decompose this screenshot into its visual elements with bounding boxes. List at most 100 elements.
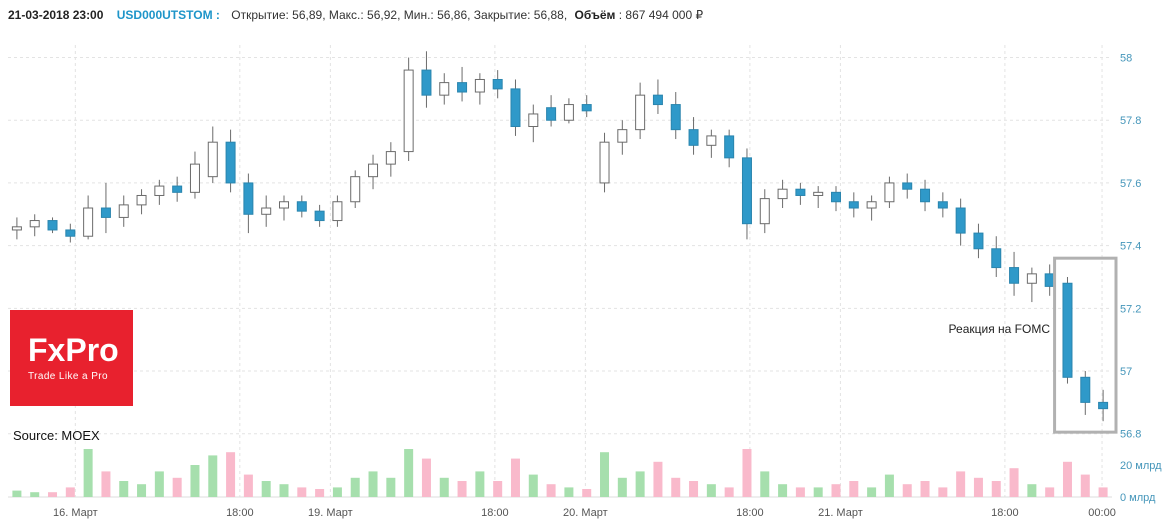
candle xyxy=(385,151,396,165)
candle xyxy=(866,201,877,209)
price-tick-label: 57.8 xyxy=(1120,115,1141,127)
candle xyxy=(563,104,574,121)
candle xyxy=(83,207,94,237)
volume-tick-label: 0 млрд xyxy=(1120,492,1156,504)
volume-bar xyxy=(1080,474,1090,497)
volume-bar xyxy=(813,487,823,497)
candle xyxy=(617,129,628,143)
volume-bar xyxy=(867,487,877,497)
candle xyxy=(474,78,485,93)
price-tick-label: 57.2 xyxy=(1120,303,1141,315)
candle xyxy=(225,141,236,184)
time-tick-label: 00:00 xyxy=(1088,507,1116,519)
candle xyxy=(920,188,931,203)
volume-bar xyxy=(350,477,360,497)
candle xyxy=(243,182,254,215)
volume-bar xyxy=(760,471,770,497)
volume-bar xyxy=(475,471,485,497)
time-tick-label: 18:00 xyxy=(226,507,254,519)
candle xyxy=(421,69,432,96)
chart-header: 21-03-2018 23:00 USD000UTSTOM : Открытие… xyxy=(8,8,703,22)
volume-bar xyxy=(315,489,325,497)
candle xyxy=(332,201,343,222)
fxpro-logo-tagline: Trade Like a Pro xyxy=(28,371,108,383)
volume-bar xyxy=(582,489,592,497)
volume-bar xyxy=(404,449,414,497)
volume-bar xyxy=(778,484,788,497)
volume-bar xyxy=(1009,468,1019,497)
candle xyxy=(1062,282,1073,378)
volume-bar xyxy=(83,449,93,497)
candle xyxy=(1098,401,1109,410)
header-ohlc-values: Открытие: 56,89, Макс.: 56,92, Мин.: 56,… xyxy=(231,8,568,22)
header-datetime: 21-03-2018 23:00 xyxy=(8,8,104,22)
candle xyxy=(510,88,521,128)
candle xyxy=(724,135,735,159)
volume-tick-label: 20 млрд xyxy=(1120,460,1162,472)
candle xyxy=(670,104,681,131)
price-tick-label: 57.4 xyxy=(1120,241,1141,253)
volume-bar xyxy=(439,477,449,497)
volume-bar xyxy=(332,487,342,497)
time-tick-label: 18:00 xyxy=(481,507,509,519)
candle xyxy=(1026,273,1037,284)
volume-bar xyxy=(510,458,520,497)
volume-bar xyxy=(261,481,271,497)
candle xyxy=(314,210,325,222)
volume-bar xyxy=(795,487,805,497)
time-tick-label: 21. Март xyxy=(818,507,863,519)
volume-bar xyxy=(421,458,431,497)
volume-bar xyxy=(154,471,164,497)
candle xyxy=(439,82,450,96)
time-tick-label: 16. Март xyxy=(53,507,98,519)
volume-bar xyxy=(884,474,894,497)
volume-bar xyxy=(457,481,467,497)
volume-bar xyxy=(956,471,966,497)
price-tick-label: 57 xyxy=(1120,366,1132,378)
volume-bar xyxy=(528,474,538,497)
candle xyxy=(759,198,770,225)
candle xyxy=(350,176,361,203)
volume-bar xyxy=(617,477,627,497)
fomc-highlight-box xyxy=(1053,256,1118,434)
volume-bar xyxy=(386,477,396,497)
volume-bar xyxy=(991,481,1001,497)
candle xyxy=(884,182,895,203)
candle xyxy=(100,207,111,218)
candle xyxy=(795,188,806,196)
header-volume-label: Объём xyxy=(574,8,616,22)
candle xyxy=(296,201,307,212)
source-label: Source: MOEX xyxy=(13,428,100,443)
volume-bar xyxy=(920,481,930,497)
price-tick-label: 58 xyxy=(1120,53,1132,65)
candle xyxy=(457,82,468,93)
candle xyxy=(652,94,663,106)
time-tick-label: 20. Март xyxy=(563,507,608,519)
volume-bar xyxy=(137,484,147,497)
volume-bar xyxy=(243,474,253,497)
candle xyxy=(1080,376,1091,403)
candle xyxy=(973,232,984,250)
candle xyxy=(1009,267,1020,284)
time-tick-label: 18:00 xyxy=(736,507,764,519)
volume-bar xyxy=(65,487,75,497)
fomc-annotation: Реакция на FOMC xyxy=(948,322,1050,336)
fxpro-logo-title: FxPro xyxy=(28,331,119,368)
price-tick-label: 56.8 xyxy=(1120,429,1141,441)
volume-bar xyxy=(973,477,983,497)
volume-bar xyxy=(902,484,912,497)
candle xyxy=(47,220,58,231)
candle xyxy=(368,163,379,178)
volume-bar xyxy=(724,487,734,497)
candle xyxy=(688,129,699,146)
candle xyxy=(831,191,841,203)
volume-bar xyxy=(742,449,752,497)
candle xyxy=(848,201,859,209)
volume-bar xyxy=(831,484,841,497)
volume-bar xyxy=(190,465,200,497)
candle xyxy=(492,78,503,90)
candle xyxy=(528,113,539,128)
volume-bar xyxy=(546,484,556,497)
price-tick-label: 57.6 xyxy=(1120,178,1141,190)
